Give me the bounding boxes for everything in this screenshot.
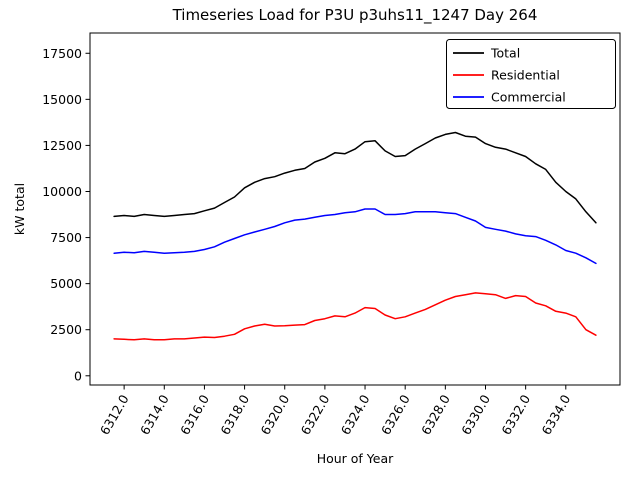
- series-line-total: [113, 131, 597, 224]
- y-tick-label: 0: [74, 368, 82, 383]
- series-line-commercial: [113, 208, 597, 265]
- chart-title: Timeseries Load for P3U p3uhs11_1247 Day…: [172, 6, 538, 25]
- y-tick-label: 12500: [42, 138, 82, 153]
- y-tick-label: 17500: [42, 46, 82, 61]
- x-axis-label: Hour of Year: [317, 451, 394, 466]
- y-tick-label: 7500: [50, 230, 82, 245]
- y-tick-label: 5000: [50, 276, 82, 291]
- axes-frame: [89, 32, 621, 386]
- legend-frame: [446, 39, 616, 109]
- legend: Total Residential Commercial: [446, 39, 616, 109]
- y-tick-label: 15000: [42, 92, 82, 107]
- legend-label-total: Total: [490, 46, 520, 61]
- y-axis-label: kW total: [12, 183, 27, 235]
- plot-area: [113, 131, 597, 341]
- legend-label-residential: Residential: [491, 68, 560, 83]
- y-tick-label: 2500: [50, 322, 82, 337]
- legend-label-commercial: Commercial: [491, 90, 566, 105]
- y-tick-label: 10000: [42, 184, 82, 199]
- series-line-residential: [113, 292, 597, 341]
